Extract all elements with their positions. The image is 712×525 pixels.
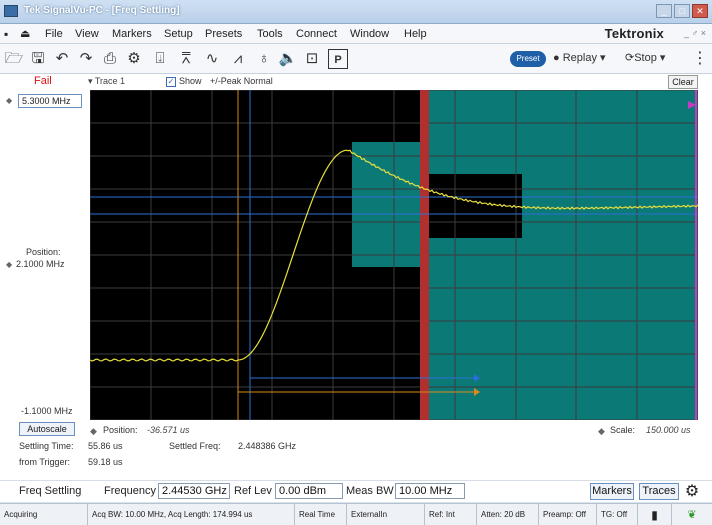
trace-controls: Fail ▾ Trace 1 ✓ Show +/-Peak Normal Cle… [0, 74, 712, 90]
preset-button[interactable]: Preset [510, 51, 546, 67]
status-acquiring: Acquiring [0, 504, 88, 525]
status-atten[interactable]: Atten: 20 dB [477, 504, 539, 525]
fail-indicator: Fail [34, 75, 52, 87]
more-menu-icon[interactable]: ⋮ [692, 50, 708, 67]
markers-button[interactable]: Markers [590, 483, 634, 500]
status-trigger[interactable]: ExternalIn [347, 504, 425, 525]
toolbar: 🗁 🖫 ↶ ↷ ⎙ ⚙ ⍗ ⩞ ∿ ⩘ ♁ 🔈 ⊡ P Preset ● Rep… [0, 44, 712, 74]
fail-zone [352, 267, 422, 420]
save-icon[interactable]: 🖫 [31, 50, 45, 67]
menu-setup[interactable]: Setup [164, 28, 193, 40]
status-real-time[interactable]: Real Time [295, 504, 347, 525]
eject-icon[interactable]: ⏏ [20, 28, 31, 40]
trace-selector[interactable]: ▾ Trace 1 [88, 76, 126, 86]
spin-icon[interactable]: ◆ [598, 426, 605, 436]
menu-window[interactable]: Window [350, 28, 390, 40]
frequency-trace [89, 149, 699, 362]
menu-view[interactable]: View [75, 28, 99, 40]
settled-freq-value: 2.448386 GHz [238, 441, 297, 451]
detection-selector[interactable]: +/-Peak Normal [210, 76, 273, 86]
from-trigger-value: 59.18 us [88, 457, 123, 467]
status-preamp[interactable]: Preamp: Off [539, 504, 597, 525]
menu-connect[interactable]: Connect [296, 28, 337, 40]
spin-icon[interactable]: ◆ [6, 260, 13, 269]
menu-bar: ▪ ⏏ File View Markers Setup Presets Tool… [0, 24, 712, 44]
autoscale-button[interactable]: Autoscale [19, 422, 75, 436]
peak-icon[interactable]: ⩞ [181, 50, 191, 67]
plot-canvas[interactable] [89, 89, 699, 421]
from-trigger-label: from Trigger: [19, 457, 71, 467]
replay-button[interactable]: ● Replay ▾ [553, 52, 606, 64]
settling-time-label: Settling Time: [19, 441, 74, 451]
minimize-button[interactable]: _ [656, 4, 672, 18]
leaf-icon: ❦ [687, 509, 697, 521]
spectrum-icon[interactable]: ⩘ [233, 50, 243, 67]
marker-icon[interactable]: ⍗ [155, 50, 165, 67]
status-tg[interactable]: TG: Off [597, 504, 638, 525]
measurement-title: Freq Settling [19, 485, 82, 497]
right-marker-flag [688, 101, 696, 109]
spin-icon[interactable]: ◆ [6, 96, 13, 105]
frequency-label: Frequency [104, 485, 156, 497]
bottom-value[interactable]: -1.1000 MHz [21, 406, 73, 416]
title-bar: Tek SignalVu-PC - [Freq Settling] _ □ ✕ [0, 0, 712, 24]
window-title: Tek SignalVu-PC - [Freq Settling] [24, 5, 180, 16]
vertical-axis-panel: ◆ 5.3000 MHz Position: ◆ 2.1000 MHz -1.1… [0, 90, 90, 420]
color-icon[interactable]: ♁ [258, 50, 270, 67]
traces-button[interactable]: Traces [639, 483, 679, 500]
status-bar: Acquiring Acq BW: 10.00 MHz, Acq Length:… [0, 503, 712, 525]
position-label: Position: [26, 247, 61, 257]
settling-plot[interactable] [89, 89, 699, 421]
audio-icon[interactable]: 🔈 [278, 50, 298, 67]
status-ref[interactable]: Ref: Int [425, 504, 477, 525]
clear-button[interactable]: Clear [668, 75, 698, 89]
preset-panel-icon[interactable]: P [328, 49, 348, 69]
show-label: Show [179, 76, 202, 86]
app-icon [4, 5, 18, 17]
undo-icon[interactable]: ↶ [55, 50, 69, 67]
fail-zone [352, 90, 422, 142]
top-value-field[interactable]: 5.3000 MHz [18, 94, 82, 108]
position-value[interactable]: 2.1000 MHz [16, 259, 65, 269]
trigger-arrowhead [474, 388, 480, 396]
ref-lev-label: Ref Lev [234, 485, 272, 497]
settling-time-value: 55.86 us [88, 441, 123, 451]
menu-presets[interactable]: Presets [205, 28, 243, 40]
scale-label: Scale: [610, 425, 636, 435]
brand-logo: Tektronix [604, 26, 664, 41]
record-icon[interactable]: ⊡ [305, 50, 319, 67]
gear-icon[interactable]: ⚙ [684, 483, 700, 500]
settled-freq-label: Settled Freq: [169, 441, 221, 451]
frequency-field[interactable]: 2.44530 GHz [158, 483, 230, 499]
settings-icon[interactable]: ⚙ [127, 50, 141, 67]
open-icon[interactable]: 🗁 [4, 50, 24, 67]
menu-app-icon[interactable]: ▪ [4, 27, 9, 41]
menu-tools[interactable]: Tools [257, 28, 283, 40]
battery-icon: ▮ [638, 504, 672, 525]
menu-markers[interactable]: Markers [112, 28, 152, 40]
meas-bw-label: Meas BW [346, 485, 394, 497]
close-button[interactable]: ✕ [692, 4, 708, 18]
print-icon[interactable]: ⎙ [103, 50, 116, 67]
measurement-readouts: Autoscale ◆ Position: -36.571 us ◆ Scale… [0, 420, 712, 480]
status-acq-bw[interactable]: Acq BW: 10.00 MHz, Acq Length: 174.994 u… [88, 504, 295, 525]
trace-icon[interactable]: ∿ [205, 50, 219, 67]
show-checkbox[interactable]: ✓ [166, 77, 176, 87]
menu-file[interactable]: File [45, 28, 63, 40]
mdi-controls[interactable]: _ ♂ × [683, 28, 706, 38]
maximize-button[interactable]: □ [674, 4, 690, 18]
stop-button[interactable]: ⟳Stop ▾ [625, 52, 666, 64]
marker-arrowhead-blue [474, 374, 480, 382]
h-position-label: Position: [103, 425, 138, 435]
meas-bw-field[interactable]: 10.00 MHz [395, 483, 465, 499]
spin-icon[interactable]: ◆ [90, 426, 97, 436]
redo-icon[interactable]: ↷ [79, 50, 93, 67]
h-position-value[interactable]: -36.571 us [147, 425, 190, 435]
scale-value[interactable]: 150.000 us [646, 425, 691, 435]
settle-time-bar [420, 90, 429, 420]
plot-right-margin [698, 90, 712, 420]
settings-bar: Freq Settling Frequency 2.44530 GHz Ref … [0, 480, 712, 502]
ref-lev-field[interactable]: 0.00 dBm [275, 483, 343, 499]
menu-help[interactable]: Help [404, 28, 427, 40]
